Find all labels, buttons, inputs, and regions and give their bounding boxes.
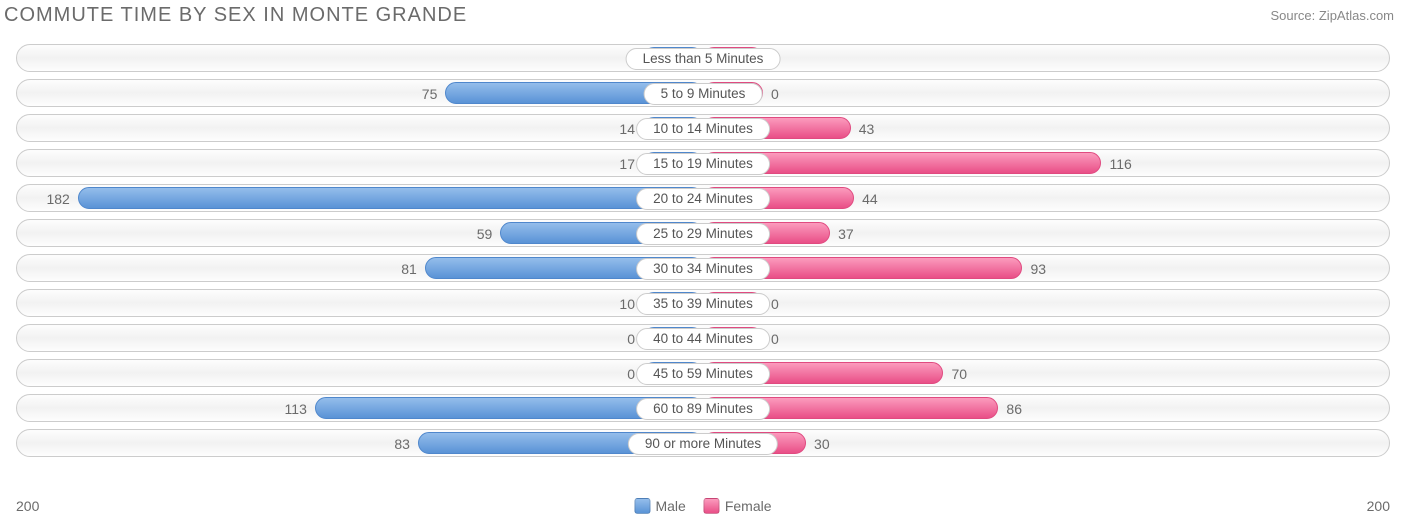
male-value: 113	[285, 395, 307, 423]
chart-row: 00Less than 5 Minutes	[16, 44, 1390, 72]
male-value: 0	[627, 360, 635, 388]
female-value: 116	[1109, 150, 1131, 178]
category-label: Less than 5 Minutes	[626, 48, 781, 70]
female-value: 93	[1030, 255, 1046, 283]
female-value: 86	[1006, 395, 1022, 423]
male-value: 81	[401, 255, 417, 283]
female-value: 30	[814, 430, 830, 458]
chart-row: 0 70 45 to 59 Minutes	[16, 359, 1390, 387]
category-label: 30 to 34 Minutes	[636, 258, 770, 280]
female-value: 0	[771, 325, 779, 353]
male-value: 0	[627, 325, 635, 353]
male-bar	[78, 187, 703, 209]
legend-male: Male	[634, 498, 685, 514]
legend-female: Female	[704, 498, 772, 514]
chart-row: 17 116 15 to 19 Minutes	[16, 149, 1390, 177]
male-value: 83	[394, 430, 410, 458]
category-label: 5 to 9 Minutes	[644, 83, 763, 105]
female-value: 37	[838, 220, 854, 248]
male-value: 59	[477, 220, 493, 248]
chart-row: 182 44 20 to 24 Minutes	[16, 184, 1390, 212]
legend: Male Female	[634, 498, 771, 514]
category-label: 15 to 19 Minutes	[636, 153, 770, 175]
female-value: 0	[771, 290, 779, 318]
female-swatch-icon	[704, 498, 720, 514]
male-swatch-icon	[634, 498, 650, 514]
chart-row: 59 37 25 to 29 Minutes	[16, 219, 1390, 247]
category-label: 20 to 24 Minutes	[636, 188, 770, 210]
female-value: 44	[862, 185, 878, 213]
category-label: 40 to 44 Minutes	[636, 328, 770, 350]
category-label: 35 to 39 Minutes	[636, 293, 770, 315]
axis-max-right: 200	[1367, 498, 1390, 514]
chart-title: COMMUTE TIME BY SEX IN MONTE GRANDE	[4, 4, 467, 27]
chart-row: 81 93 30 to 34 Minutes	[16, 254, 1390, 282]
chart-row: 14 43 10 to 14 Minutes	[16, 114, 1390, 142]
chart-footer: 200 Male Female 200	[16, 498, 1390, 514]
chart-row: 10 035 to 39 Minutes	[16, 289, 1390, 317]
category-label: 45 to 59 Minutes	[636, 363, 770, 385]
category-label: 90 or more Minutes	[628, 433, 778, 455]
chart-row: 83 30 90 or more Minutes	[16, 429, 1390, 457]
male-value: 10	[619, 290, 635, 318]
legend-male-label: Male	[655, 498, 685, 514]
legend-female-label: Female	[725, 498, 772, 514]
female-value: 0	[771, 80, 779, 108]
male-value: 182	[46, 185, 69, 213]
male-value: 17	[619, 150, 635, 178]
source-attribution: Source: ZipAtlas.com	[1270, 4, 1394, 23]
category-label: 10 to 14 Minutes	[636, 118, 770, 140]
male-value: 75	[422, 80, 438, 108]
diverging-bar-chart: 00Less than 5 Minutes7505 to 9 Minutes14…	[16, 44, 1390, 484]
chart-row: 75 0 5 to 9 Minutes	[16, 79, 1390, 107]
male-value: 14	[619, 115, 635, 143]
female-value: 43	[859, 115, 875, 143]
category-label: 60 to 89 Minutes	[636, 398, 770, 420]
chart-row: 113 86 60 to 89 Minutes	[16, 394, 1390, 422]
female-value: 70	[951, 360, 967, 388]
chart-row: 0 040 to 44 Minutes	[16, 324, 1390, 352]
category-label: 25 to 29 Minutes	[636, 223, 770, 245]
axis-max-left: 200	[16, 498, 39, 514]
